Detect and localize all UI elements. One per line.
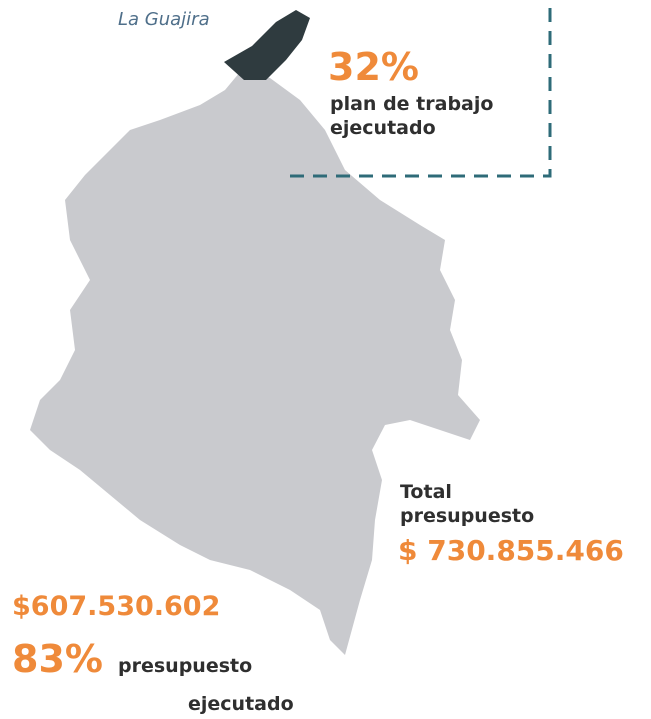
total-label: Total bbox=[400, 481, 452, 503]
total-label: presupuesto bbox=[400, 505, 534, 527]
dashed-frame bbox=[288, 8, 552, 178]
total-amount: $ 730.855.466 bbox=[398, 534, 624, 567]
executed-percent: 83% bbox=[12, 637, 103, 681]
executed-amount: $607.530.602 bbox=[12, 591, 220, 622]
region-percent: 32% bbox=[328, 45, 419, 89]
region-caption: ejecutado bbox=[330, 117, 436, 139]
colombia-map bbox=[30, 72, 480, 655]
executed-caption: presupuesto bbox=[118, 655, 252, 677]
region-label: La Guajira bbox=[118, 9, 210, 30]
la-guajira-region bbox=[224, 10, 310, 80]
executed-caption: ejecutado bbox=[188, 693, 294, 715]
region-caption: plan de trabajo bbox=[330, 93, 493, 115]
